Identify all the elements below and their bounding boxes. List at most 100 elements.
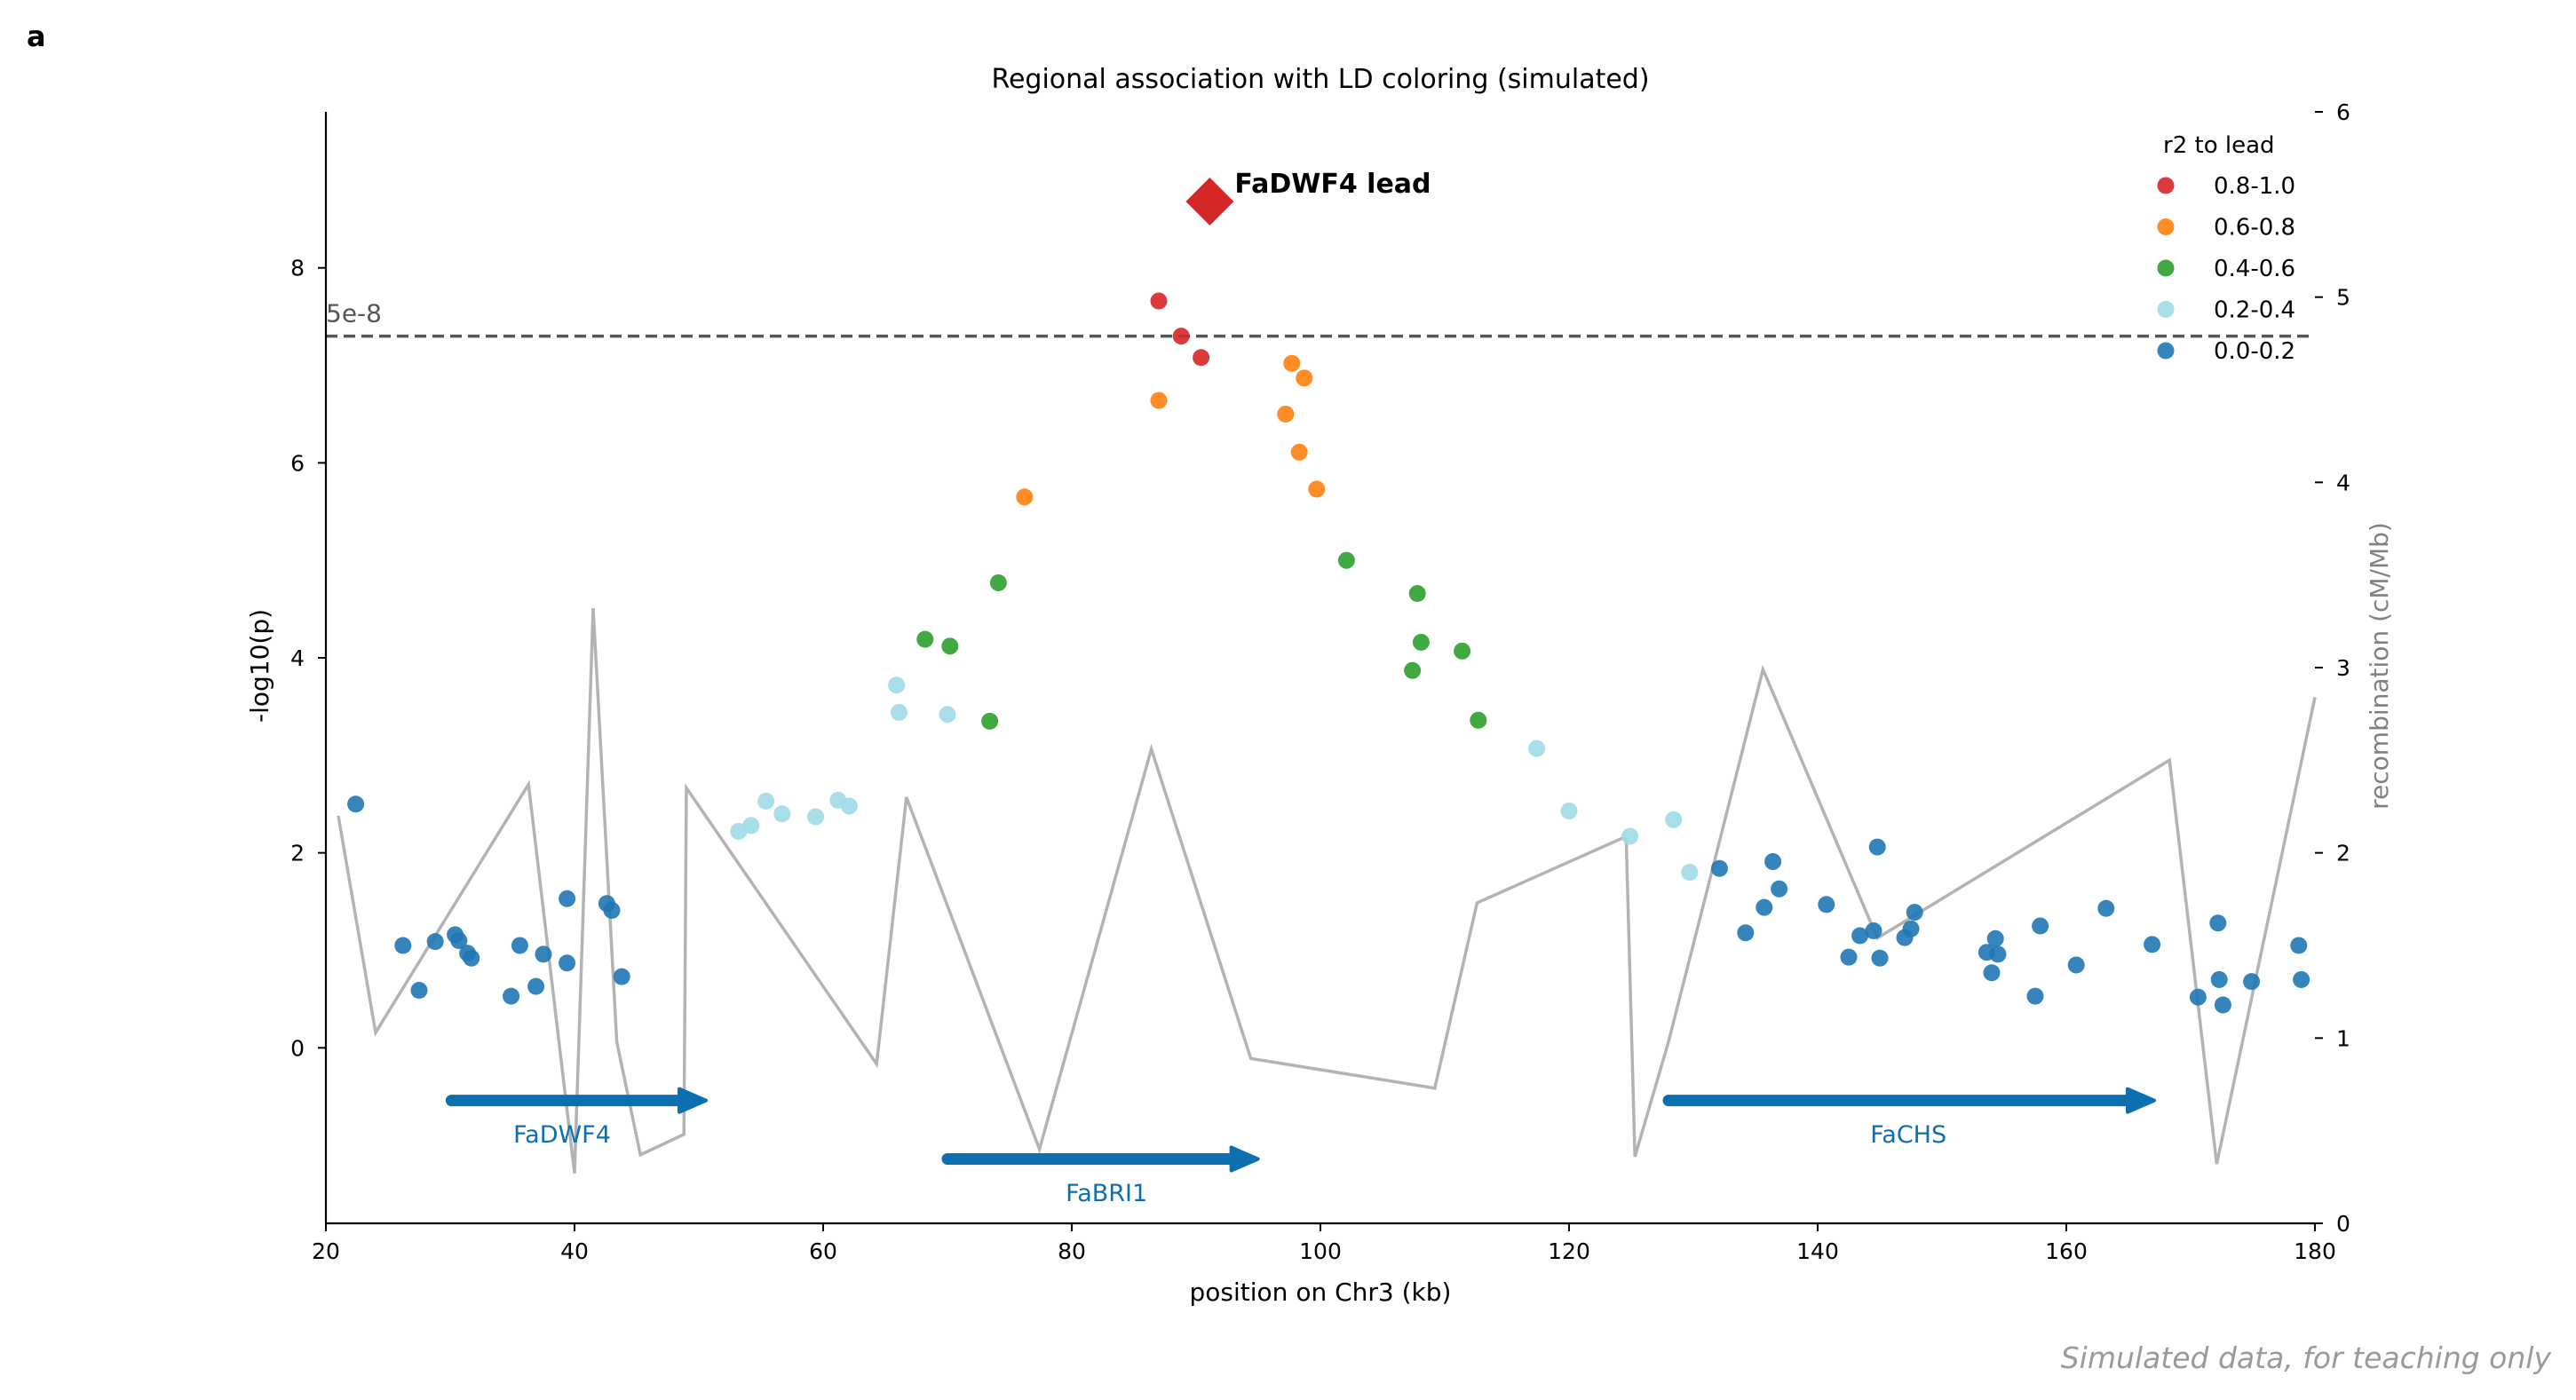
panel-label: a [27, 20, 46, 53]
snp-point [1296, 369, 1313, 387]
legend-label: 0.2-0.4 [2214, 297, 2295, 324]
snp-point [2209, 914, 2227, 932]
x-tick-label: 140 [1796, 1238, 1839, 1264]
gene-arrow-FaBRI1 [1229, 1145, 1260, 1173]
snp-point [807, 808, 825, 826]
snp-point [2189, 988, 2207, 1006]
snp-point [773, 805, 791, 823]
snp-point [503, 987, 520, 1005]
snp-point [1665, 811, 1683, 828]
snp-point [1621, 827, 1639, 845]
x-tick-label: 40 [560, 1238, 589, 1264]
snp-point [742, 817, 760, 834]
snp-point [1150, 392, 1168, 409]
legend-title: r2 to lead [2163, 132, 2275, 159]
snp-point [1454, 642, 1471, 660]
legend-marker [2157, 218, 2175, 235]
snp-point [2214, 996, 2231, 1014]
legend-label: 0.8-1.0 [2214, 173, 2295, 200]
snp-point [1283, 354, 1301, 372]
lead-snp-label: FaDWF4 lead [1234, 169, 1431, 200]
legend-marker [2157, 259, 2175, 277]
snp-point [1193, 349, 1210, 367]
legend-marker [2157, 177, 2175, 194]
snp-point [410, 982, 428, 1000]
snp-point [1851, 927, 1869, 945]
snp-point [1840, 948, 1858, 966]
snp-point [559, 954, 576, 972]
y2-tick-label: 2 [2336, 841, 2350, 866]
snp-point [463, 949, 480, 967]
snp-point [1906, 904, 1923, 921]
snp-point [1989, 945, 2007, 963]
y2-tick-label: 0 [2336, 1211, 2350, 1237]
snp-point [1560, 802, 1578, 819]
y2-axis-label: recombination (cM/Mb) [2365, 522, 2394, 810]
snp-point [1983, 964, 2001, 982]
snp-point [888, 676, 906, 694]
snp-point [1412, 633, 1430, 651]
x-tick-label: 160 [2045, 1238, 2088, 1264]
snp-point [981, 712, 999, 730]
legend-marker [2157, 342, 2175, 360]
snp-point [613, 968, 630, 985]
snp-point [989, 573, 1007, 591]
y-tick-label: 2 [290, 841, 305, 866]
snp-point [840, 797, 858, 815]
snp-point [535, 945, 552, 963]
snp-point [2032, 917, 2049, 935]
legend-label: 0.0-0.2 [2214, 338, 2295, 365]
snp-point [1277, 405, 1295, 423]
y2-tick-label: 6 [2336, 99, 2350, 125]
snp-point [1737, 924, 1755, 942]
snp-point [939, 706, 956, 724]
y-tick-label: 0 [290, 1035, 305, 1061]
x-tick-label: 120 [1548, 1238, 1590, 1264]
snp-point [1681, 864, 1699, 882]
snp-point [2293, 970, 2310, 988]
snp-point [394, 937, 412, 954]
snp-point [2290, 937, 2308, 954]
gene-label-FaCHS: FaCHS [1870, 1121, 1946, 1149]
x-tick-label: 20 [312, 1238, 340, 1264]
snp-point [2026, 987, 2044, 1005]
snp-point [450, 932, 468, 950]
snp-point [1470, 711, 1487, 729]
snp-point [1150, 292, 1168, 310]
snp-point [1902, 920, 1920, 937]
x-tick-label: 180 [2294, 1238, 2336, 1264]
x-axis-label: position on Chr3 (kb) [1190, 1277, 1452, 1307]
snp-point [916, 630, 934, 648]
gene-label-FaBRI1: FaBRI1 [1066, 1180, 1147, 1207]
snp-point [347, 795, 365, 813]
snp-point [1016, 488, 1034, 506]
y-tick-label: 8 [290, 256, 305, 281]
y-axis-label: -log10(p) [245, 609, 274, 723]
threshold-label: 5e-8 [326, 299, 382, 328]
snp-point [890, 704, 908, 722]
snp-point [426, 933, 444, 951]
gene-arrow-FaDWF4 [678, 1087, 708, 1114]
snp-point [2067, 956, 2085, 974]
snp-point [1756, 898, 1773, 916]
snp-point [1771, 880, 1788, 898]
legend-marker [2157, 301, 2175, 318]
snp-point [1818, 896, 1835, 914]
snp-point [1528, 740, 1546, 757]
legend-label: 0.6-0.8 [2214, 215, 2295, 241]
snp-point [511, 937, 528, 954]
chart-title: Regional association with LD coloring (s… [991, 64, 1649, 95]
lead-snp-marker [1185, 178, 1234, 226]
snp-point [527, 977, 545, 995]
snp-point [2243, 973, 2261, 991]
snp-point [1408, 585, 1426, 603]
snp-point [941, 637, 959, 655]
snp-point [1865, 922, 1882, 940]
gene-arrow-FaCHS [2126, 1087, 2156, 1114]
snp-point [1986, 929, 2004, 947]
y2-tick-label: 5 [2336, 285, 2350, 311]
footer-note: Simulated data, for teaching only [2060, 1341, 2551, 1375]
snp-point [1871, 949, 1889, 967]
snp-point [1868, 838, 1886, 856]
